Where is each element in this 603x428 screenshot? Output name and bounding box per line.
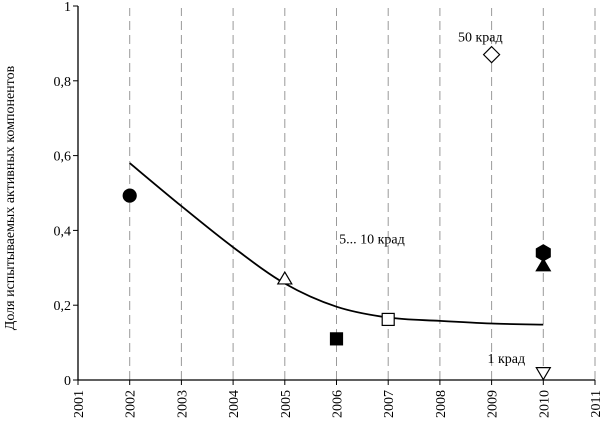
y-axis-ticks: 0 0,2 0,4 0,6 0,8 1 [54,0,78,389]
annotation: 1 крад [487,352,525,367]
x-tick-label: 2005 [279,390,294,418]
x-tick-label: 2004 [227,390,242,418]
x-tick-label: 2007 [382,390,397,418]
x-tick-label: 2002 [124,390,139,418]
y-tick-label: 1 [64,0,71,15]
y-tick-label: 0,2 [54,299,72,314]
y-tick-label: 0 [64,374,71,389]
marker-triangle-down [535,367,552,381]
marker-square [381,312,395,327]
y-tick-label: 0,6 [54,150,72,165]
x-axis-ticks: 2001 2002 2003 2004 2005 2006 2007 2008 2009 2010… [72,380,603,418]
x-tick-label: 2009 [486,390,501,418]
marker-triangle-up [276,270,293,285]
marker-triangle-up [535,257,552,272]
x-tick-label: 2003 [175,390,190,418]
marker-square [329,332,344,346]
x-tick-label: 2010 [537,390,552,418]
x-tick-label: 2011 [589,390,603,417]
x-tick-label: 2006 [331,390,346,418]
x-tick-label: 2008 [434,390,449,418]
y-axis-title: Доля испытываемых активных компонентов [3,65,18,330]
plot-series [122,45,552,381]
trend-line [129,162,544,326]
annotations: 50 крад 5... 10 крад 1 крад [339,31,525,368]
x-tick-label: 2001 [72,390,87,418]
y-tick-label: 0,8 [54,75,72,90]
annotation: 5... 10 крад [339,232,405,247]
marker-circle [122,188,137,203]
y-tick-label: 0,4 [54,224,72,239]
marker-diamond [482,45,501,64]
annotation: 50 крад [458,31,503,46]
